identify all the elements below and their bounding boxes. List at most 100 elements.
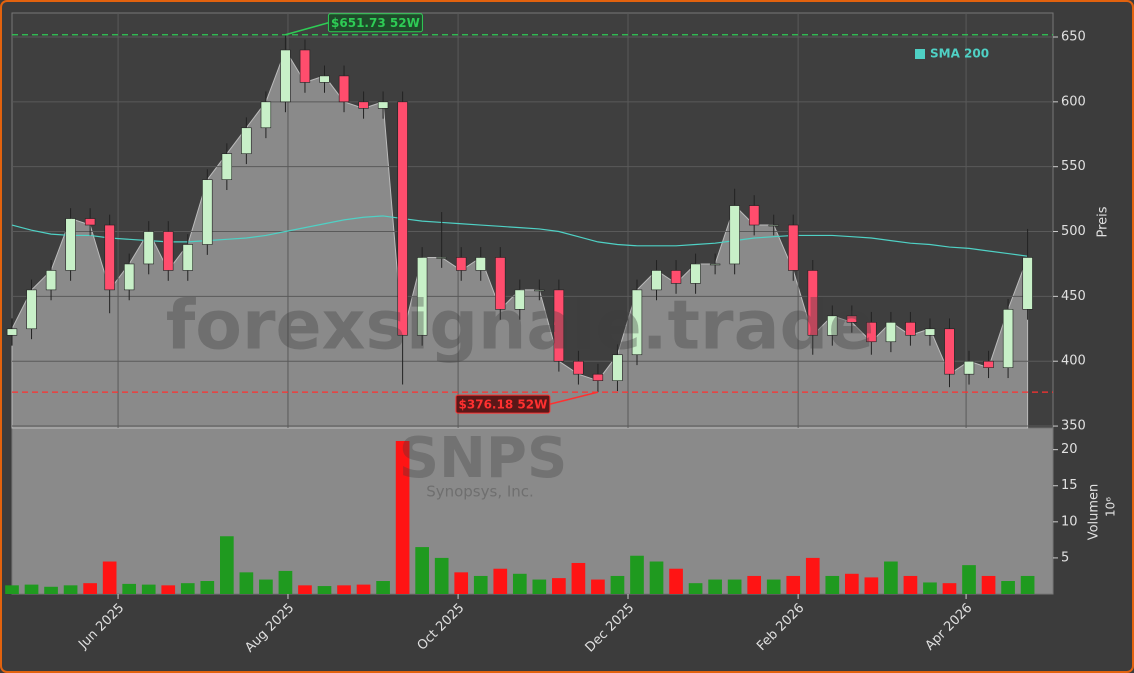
volume-bar <box>786 575 801 594</box>
volume-bar <box>649 561 664 594</box>
candle-body <box>983 360 994 368</box>
legend-swatch <box>915 49 925 59</box>
volume-bar <box>610 575 625 594</box>
volume-bar <box>766 579 781 594</box>
volume-bar <box>630 555 644 594</box>
candle-body <box>338 75 350 103</box>
candle-body <box>553 289 565 362</box>
volume-bar <box>727 579 742 594</box>
candle-body <box>26 289 37 330</box>
volume-bar <box>962 565 976 594</box>
candle-body <box>202 179 213 245</box>
volume-bar <box>395 440 410 594</box>
volume-bar <box>747 575 762 594</box>
volume-tick-label: 10 <box>1061 514 1078 529</box>
candle-body <box>729 205 740 265</box>
candle-body <box>573 360 584 375</box>
candle-body <box>612 354 623 381</box>
volume-bar <box>122 583 137 594</box>
candle-body <box>690 263 701 284</box>
volume-bar <box>376 581 390 594</box>
candle-body <box>45 270 57 291</box>
candle-body <box>1002 309 1014 368</box>
volume-tick-label: 5 <box>1061 550 1069 565</box>
volume-bar <box>180 583 195 594</box>
volume-bar <box>102 561 117 594</box>
volume-bar <box>5 585 19 594</box>
candle-body <box>6 328 18 336</box>
candle-body <box>788 224 799 271</box>
volume-bar <box>278 570 293 594</box>
volume-bar <box>981 575 996 594</box>
sma-line <box>11 215 1028 257</box>
candle-body <box>885 322 897 343</box>
annotation-box <box>455 394 551 414</box>
annotation-arrow <box>549 391 599 405</box>
candle-body <box>65 218 76 271</box>
candle-body <box>1022 257 1033 310</box>
y-tick-label: 450 <box>1061 289 1086 304</box>
volume-bar <box>415 547 429 594</box>
volume-bar <box>532 579 547 594</box>
volume-bar <box>708 579 722 594</box>
candle-body <box>319 75 330 83</box>
volume-bar <box>571 562 586 594</box>
volume-bar <box>141 584 156 594</box>
candle-body <box>84 218 96 226</box>
company-watermark: Synopsys, Inc. <box>426 483 534 501</box>
volume-bar <box>356 584 371 594</box>
volume-bar <box>220 536 234 594</box>
volume-bar <box>317 586 332 594</box>
volume-bar <box>63 585 78 594</box>
volume-bar <box>200 581 215 594</box>
volume-bar <box>591 579 605 594</box>
volume-bar <box>805 557 820 594</box>
volume-bar <box>454 572 469 594</box>
volume-bar <box>161 585 176 594</box>
y-tick-label: 600 <box>1061 94 1086 109</box>
candle-body <box>514 289 525 310</box>
volume-bar <box>1001 581 1015 594</box>
candle-body <box>299 49 311 83</box>
legend-label: SMA 200 <box>930 47 989 61</box>
volume-bar <box>434 557 449 594</box>
candle-body <box>866 322 877 343</box>
ticker-watermark: SNPS <box>399 426 568 491</box>
volume-bar <box>259 579 273 594</box>
candle-body <box>377 101 389 109</box>
volume-bar <box>903 575 918 594</box>
volume-bar <box>552 578 566 594</box>
candle-body <box>163 231 174 271</box>
annotation-label: $651.73 52W <box>331 16 420 30</box>
volume-bar <box>825 575 840 594</box>
volume-unit: 10⁶ <box>1104 497 1118 517</box>
y-tick-label: 350 <box>1061 419 1086 434</box>
candle-body <box>592 373 604 381</box>
candle-body <box>495 257 506 310</box>
y-tick-label: 400 <box>1061 354 1086 369</box>
volume-bar <box>688 583 703 594</box>
candle-body <box>358 101 369 109</box>
candle-body <box>475 257 486 271</box>
candle-body <box>651 270 662 291</box>
candle-body <box>104 224 115 291</box>
volume-bar <box>923 582 937 594</box>
volume-bar <box>1020 575 1035 594</box>
candle-body <box>241 127 252 155</box>
y-tick-label: 550 <box>1061 159 1086 174</box>
volume-bar <box>512 573 527 594</box>
candle-body <box>846 315 858 323</box>
volume-bar <box>942 583 957 594</box>
volume-bar <box>337 585 351 594</box>
volume-tick-label: 15 <box>1061 478 1078 493</box>
volume-bar <box>239 572 254 594</box>
candle-body <box>924 328 936 336</box>
volume-bar <box>83 583 97 594</box>
candle-body <box>182 244 193 271</box>
volume-tick-label: 20 <box>1061 442 1078 457</box>
volume-bar <box>473 575 488 594</box>
candle-body <box>397 101 408 336</box>
candle-body <box>768 224 779 227</box>
candle-body <box>670 270 682 284</box>
